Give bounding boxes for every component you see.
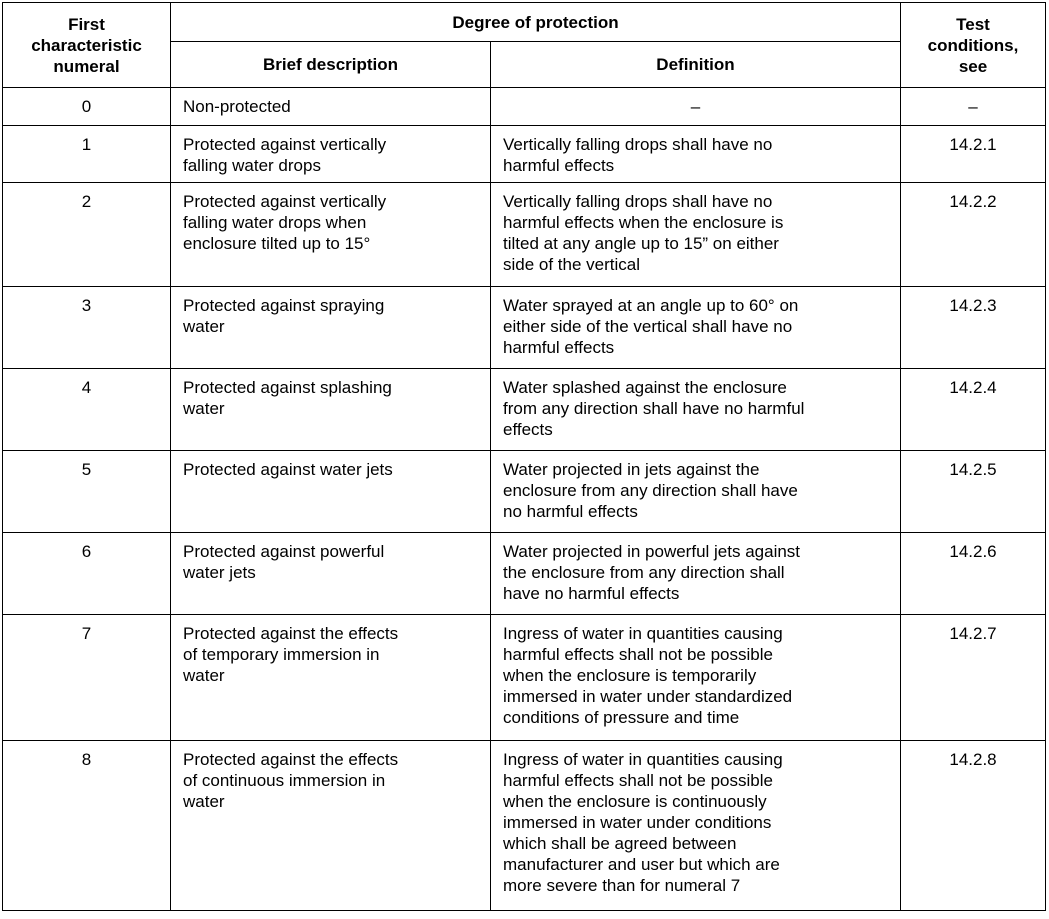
header-first-numeral: First characteristic numeral (2, 2, 171, 88)
cell-brief-description: Protected against splashing water (170, 368, 491, 451)
table-row: 5 Protected against water jets Water pro… (2, 450, 1046, 533)
cell-numeral: 3 (2, 286, 171, 369)
cell-brief-description: Protected against water jets (170, 450, 491, 533)
cell-definition: Water sprayed at an angle up to 60° on e… (490, 286, 901, 369)
cell-test-conditions: 14.2.3 (900, 286, 1046, 369)
cell-test-conditions: 14.2.5 (900, 450, 1046, 533)
cell-numeral: 4 (2, 368, 171, 451)
cell-numeral: 8 (2, 740, 171, 911)
cell-test-conditions: – (900, 87, 1046, 126)
cell-definition: – (490, 87, 901, 126)
cell-brief-description: Protected against powerful water jets (170, 532, 491, 615)
header-row-bottom: Brief description Definition (3, 41, 1046, 88)
header-definition: Definition (490, 41, 901, 88)
table-row: 0 Non-protected – – (2, 87, 1046, 126)
header-test-conditions: Test conditions, see (900, 2, 1046, 88)
table-row: 3 Protected against spraying water Water… (2, 286, 1046, 369)
table-row: 2 Protected against vertically falling w… (2, 182, 1046, 287)
cell-numeral: 7 (2, 614, 171, 741)
table-row: 1 Protected against vertically falling w… (2, 125, 1046, 183)
cell-brief-description: Protected against spraying water (170, 286, 491, 369)
header-brief-description: Brief description (170, 41, 491, 88)
cell-test-conditions: 14.2.1 (900, 125, 1046, 183)
cell-numeral: 6 (2, 532, 171, 615)
cell-brief-description: Protected against the effects of continu… (170, 740, 491, 911)
cell-brief-description: Protected against vertically falling wat… (170, 125, 491, 183)
table-row: 8 Protected against the effects of conti… (2, 740, 1046, 911)
cell-numeral: 2 (2, 182, 171, 287)
cell-definition: Ingress of water in quantities causing h… (490, 740, 901, 911)
cell-brief-description: Protected against vertically falling wat… (170, 182, 491, 287)
cell-test-conditions: 14.2.7 (900, 614, 1046, 741)
cell-numeral: 5 (2, 450, 171, 533)
cell-test-conditions: 14.2.6 (900, 532, 1046, 615)
cell-brief-description: Non-protected (170, 87, 491, 126)
cell-definition: Water splashed against the enclosure fro… (490, 368, 901, 451)
cell-definition: Vertically falling drops shall have no h… (490, 182, 901, 287)
cell-test-conditions: 14.2.2 (900, 182, 1046, 287)
cell-definition: Water projected in jets against the encl… (490, 450, 901, 533)
cell-definition: Vertically falling drops shall have no h… (490, 125, 901, 183)
header-degree-of-protection: Degree of protection (170, 2, 901, 42)
cell-test-conditions: 14.2.4 (900, 368, 1046, 451)
cell-numeral: 1 (2, 125, 171, 183)
cell-definition: Ingress of water in quantities causing h… (490, 614, 901, 741)
table-row: 4 Protected against splashing water Wate… (2, 368, 1046, 451)
header-row-top: First characteristic numeral Degree of p… (2, 2, 1046, 88)
table-row: 6 Protected against powerful water jets … (2, 532, 1046, 615)
cell-definition: Water projected in powerful jets against… (490, 532, 901, 615)
table-row: 7 Protected against the effects of tempo… (2, 614, 1046, 741)
cell-test-conditions: 14.2.8 (900, 740, 1046, 911)
cell-numeral: 0 (2, 87, 171, 126)
cell-brief-description: Protected against the effects of tempora… (170, 614, 491, 741)
